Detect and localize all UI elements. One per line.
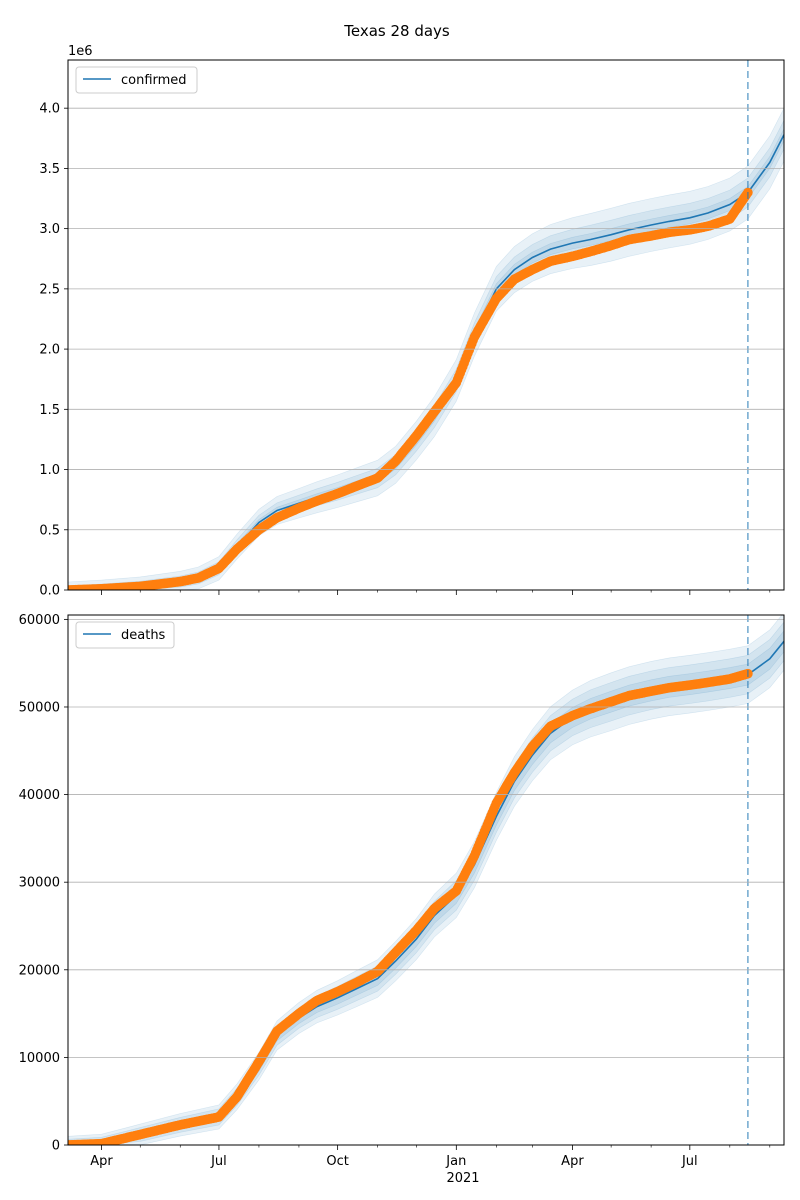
confirmed-legend-label: confirmed	[121, 73, 187, 88]
x-tick-label: Oct	[326, 1154, 348, 1169]
confirmed-y-tick-label: 0.0	[39, 584, 60, 599]
x-tick-label: Apr	[561, 1154, 584, 1169]
confirmed-offset-label: 1e6	[68, 44, 93, 59]
deaths-legend-box	[75, 621, 175, 649]
confirmed-y-tick-label: 3.5	[39, 162, 60, 177]
deaths-y-tick-label: 40000	[19, 788, 60, 803]
deaths-uncertainty-band	[68, 615, 784, 1145]
confirmed-plot-area: 0.0 0.5 1.0 1.5 2.0 2.5 3.0 3.5 4.0	[39, 60, 784, 599]
confirmed-y-tick-label: 2.0	[39, 343, 60, 358]
deaths-y-tick-label: 50000	[19, 700, 60, 715]
deaths-y-tick-label: 60000	[19, 613, 60, 628]
deaths-axes-frame	[67, 614, 785, 1146]
confirmed-y-tick-label: 2.5	[39, 282, 60, 297]
deaths-y-tick-label: 10000	[19, 1051, 60, 1066]
deaths-legend: deaths	[75, 621, 175, 649]
deaths-panel: 0 10000 20000 30000 40000 50000 60000 Apr Jul Oct…	[19, 613, 785, 1186]
deaths-y-tick-label: 20000	[19, 963, 60, 978]
deaths-y-tick-label: 30000	[19, 876, 60, 891]
x-tick-label: Jul	[681, 1154, 698, 1169]
deaths-model-line	[68, 640, 784, 1145]
confirmed-plot-content	[68, 60, 784, 590]
x-year-label: 2021	[446, 1171, 479, 1186]
x-tick-label: Jan	[445, 1154, 466, 1169]
deaths-legend-label: deaths	[121, 628, 166, 643]
deaths-plot-content	[68, 615, 784, 1145]
deaths-plot-area: 0 10000 20000 30000 40000 50000 60000 Apr Jul Oct…	[19, 613, 784, 1169]
confirmed-panel: 0.0 0.5 1.0 1.5 2.0 2.5 3.0 3.5 4.0 1e6 confirme…	[39, 44, 785, 599]
confirmed-y-tick-label: 1.0	[39, 463, 60, 478]
confirmed-y-tick-label: 3.0	[39, 222, 60, 237]
confirmed-y-tick-label: 0.5	[39, 523, 60, 538]
figure-title: Texas 28 days	[343, 22, 450, 40]
x-tick-label: Jul	[210, 1154, 227, 1169]
confirmed-axes-frame	[67, 59, 785, 591]
confirmed-legend-box	[75, 66, 198, 94]
confirmed-y-tick-label: 4.0	[39, 102, 60, 117]
confirmed-legend: confirmed	[75, 66, 198, 94]
confirmed-y-tick-label: 1.5	[39, 403, 60, 418]
deaths-y-tick-label: 0	[52, 1139, 60, 1154]
x-tick-label: Apr	[90, 1154, 113, 1169]
deaths-uncertainty-band	[68, 621, 784, 1145]
confirmed-uncertainty-band	[68, 120, 784, 590]
